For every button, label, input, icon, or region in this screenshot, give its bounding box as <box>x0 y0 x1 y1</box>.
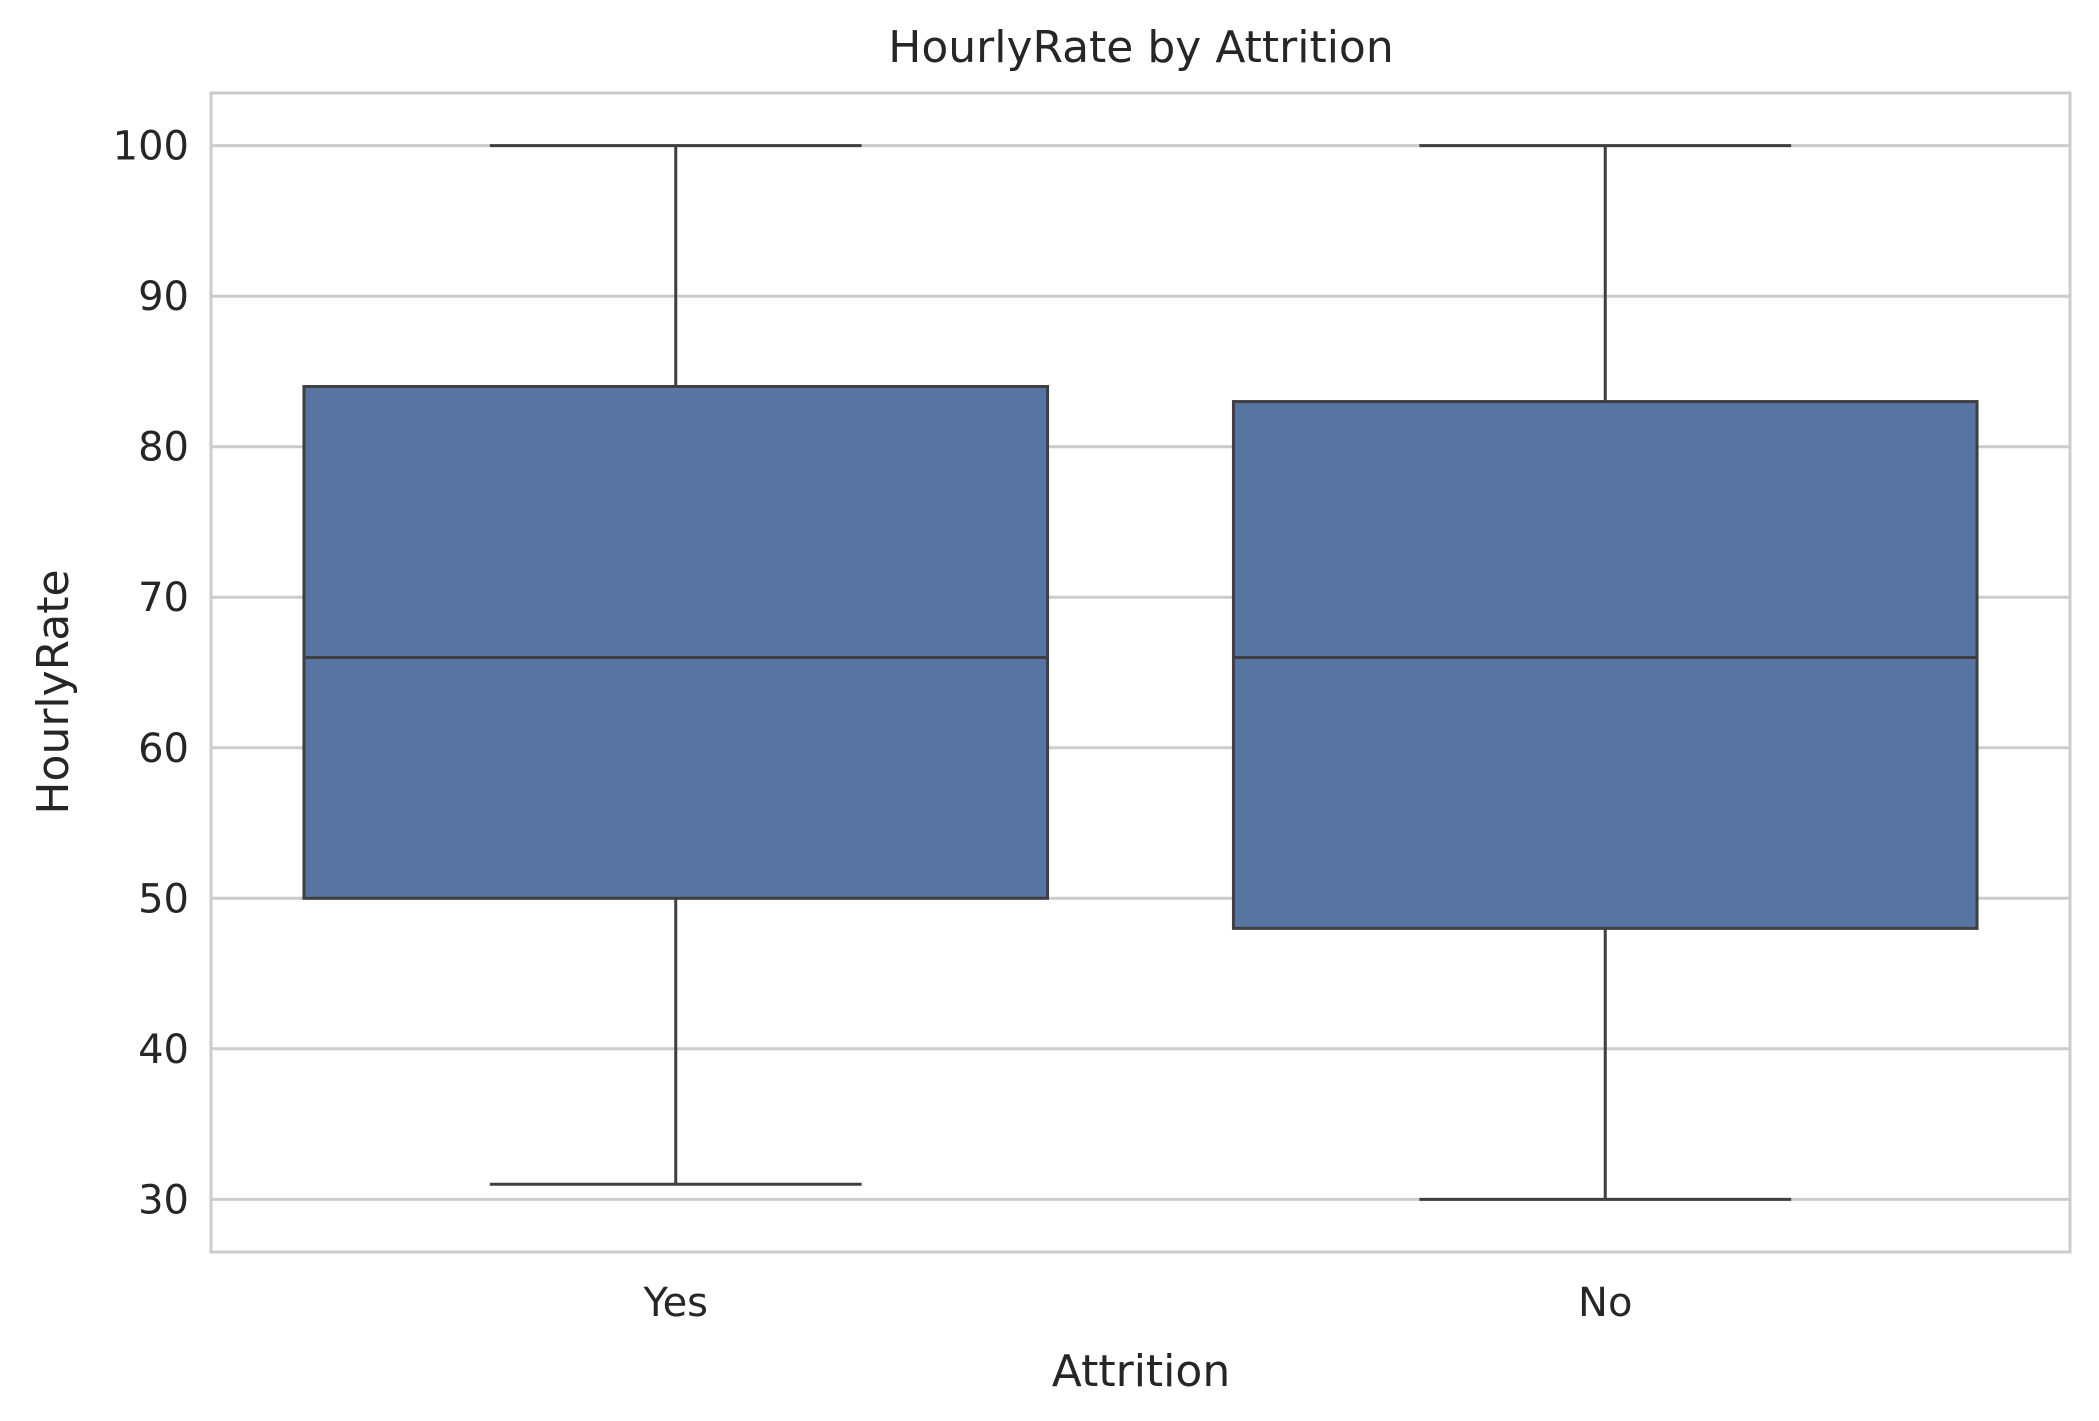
y-tick-label: 70 <box>138 575 189 621</box>
y-axis-label: HourlyRate <box>28 569 79 814</box>
iqr-box <box>1231 400 1979 930</box>
x-tick-label: No <box>1578 1280 1632 1326</box>
chart-title: HourlyRate by Attrition <box>888 22 1394 73</box>
y-tick-label: 60 <box>138 726 189 772</box>
y-tick-label: 90 <box>138 274 189 320</box>
y-tick-label: 40 <box>138 1027 189 1073</box>
tick-layer: 30 40 50 60 70 80 90 100 Yes No <box>113 124 1633 1326</box>
y-tick-label: 50 <box>138 876 189 922</box>
box-layer <box>302 144 1979 1201</box>
plot-frame <box>209 91 2072 1254</box>
iqr-box <box>302 385 1050 900</box>
x-axis-label: Attrition <box>1052 1346 1230 1397</box>
y-tick-label: 80 <box>138 425 189 471</box>
x-tick-label: Yes <box>642 1280 708 1326</box>
y-tick-label: 30 <box>138 1177 189 1223</box>
y-tick-label: 100 <box>113 124 189 170</box>
